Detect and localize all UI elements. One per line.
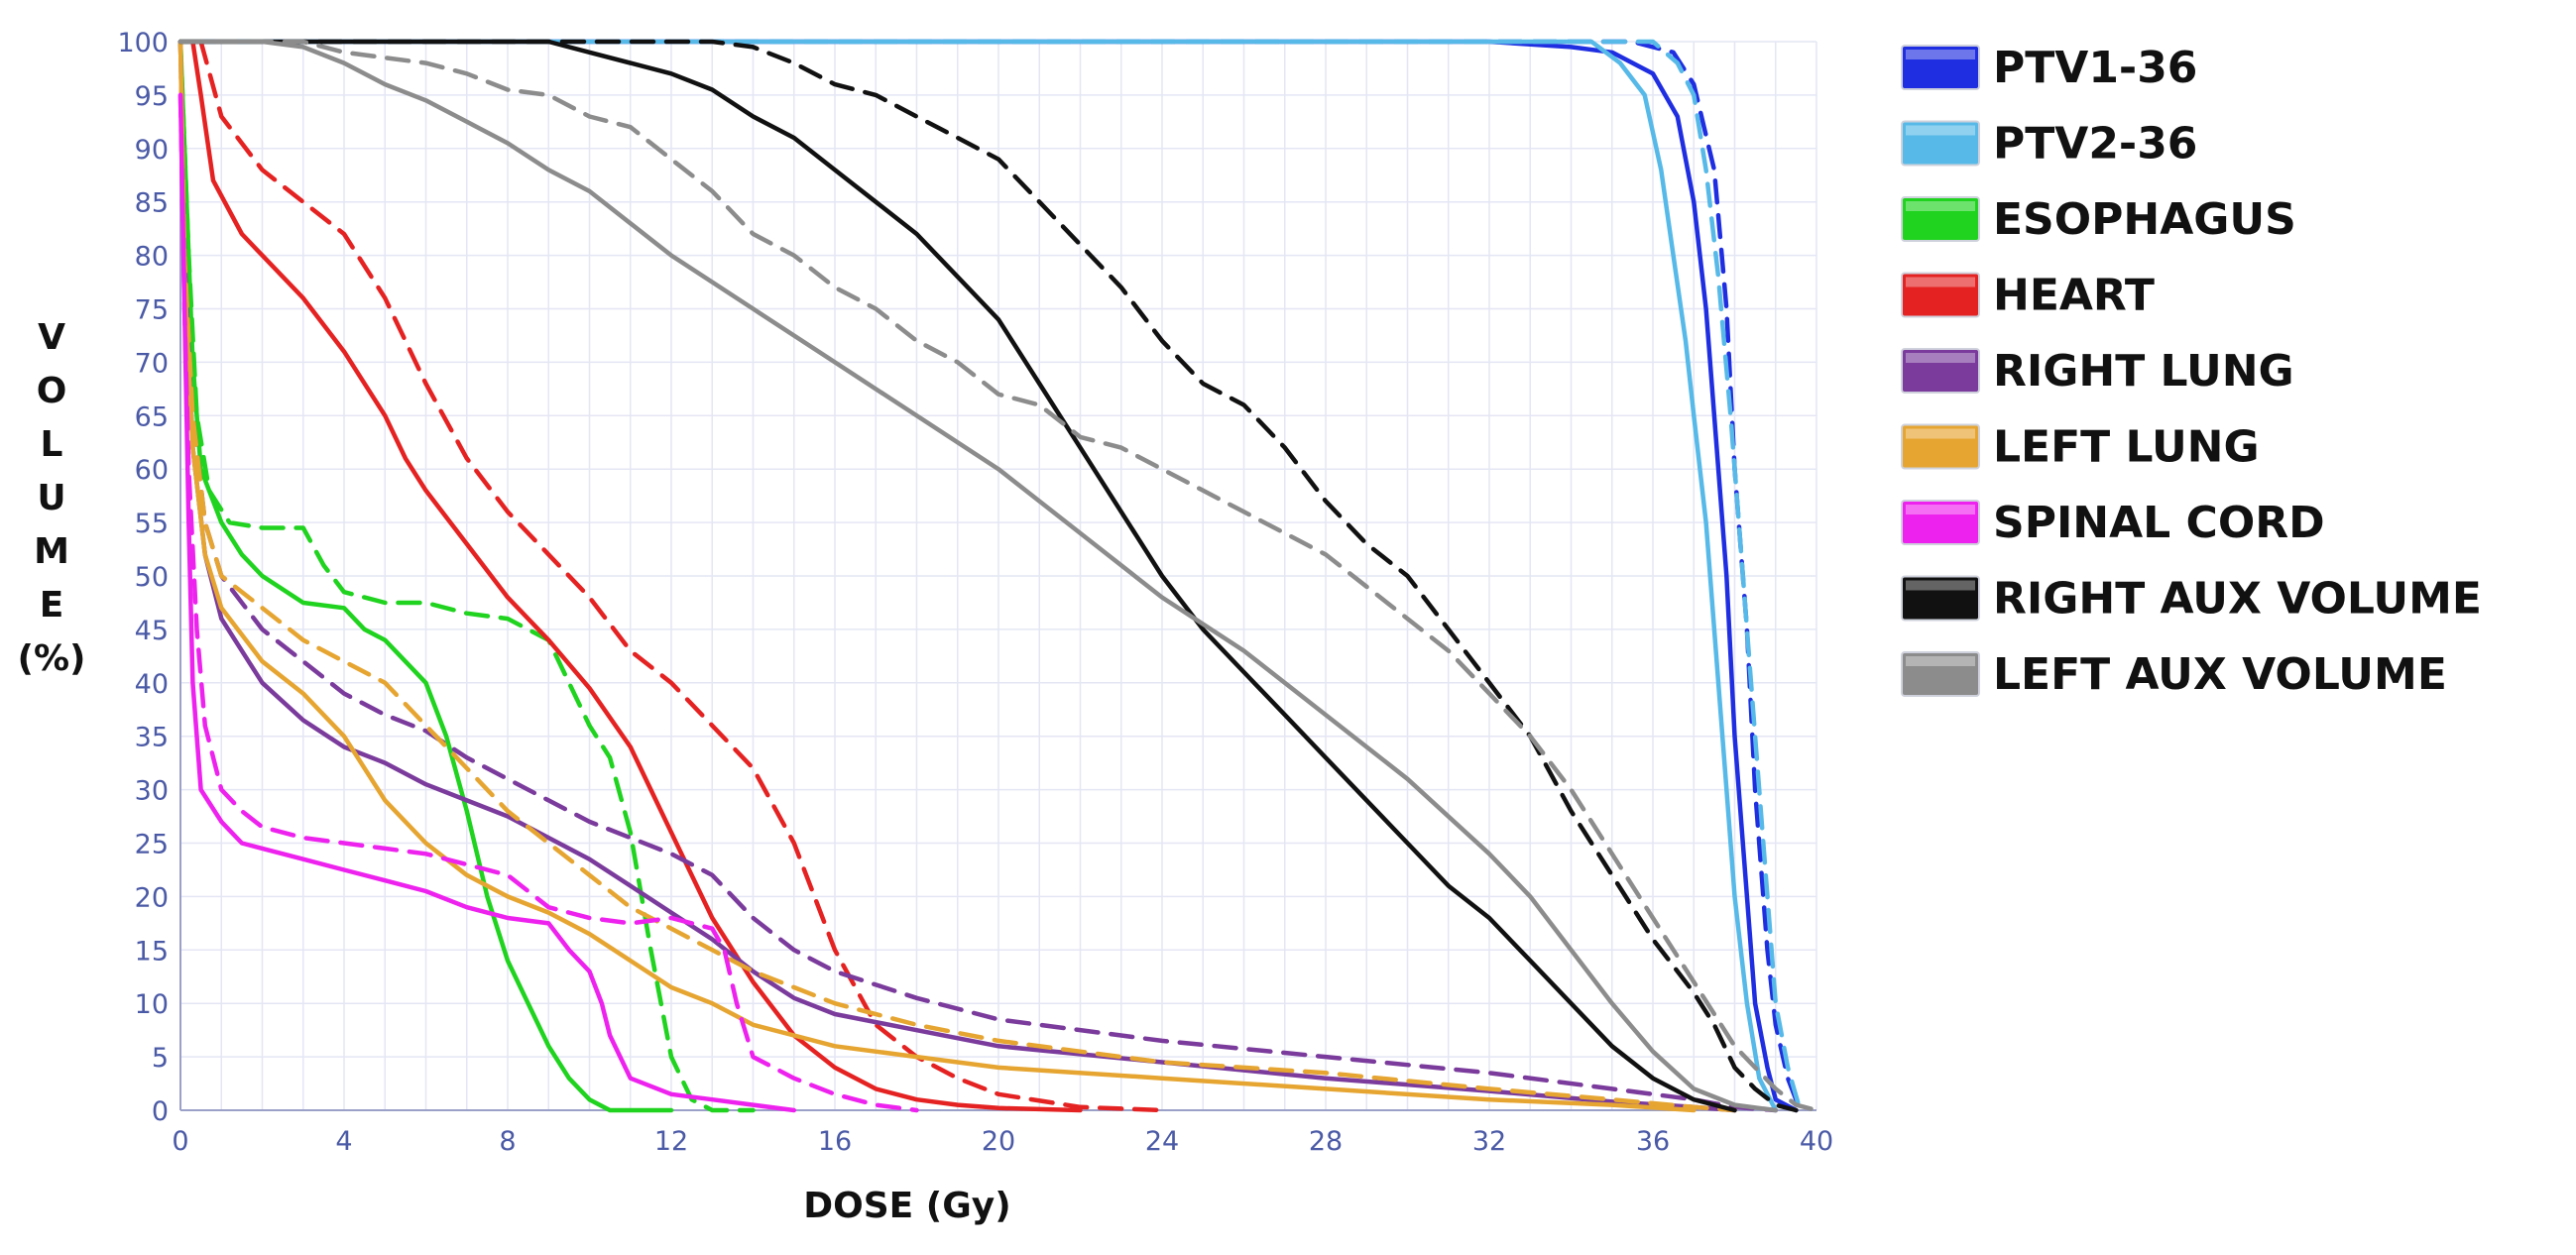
y-tick-label: 5: [152, 1043, 169, 1074]
legend-swatch-highlight: [1906, 277, 1975, 287]
series-line-heart-solid: [190, 39, 1083, 1113]
y-tick-label: 15: [135, 936, 169, 967]
legend-label: PTV1-36: [1993, 43, 2197, 93]
x-tick-label: 16: [818, 1126, 852, 1157]
legend-label: LEFT AUX VOLUME: [1993, 649, 2447, 700]
legend-label: SPINAL CORD: [1993, 498, 2325, 548]
legend-item: RIGHT AUX VOLUME: [1901, 574, 2482, 625]
legend-swatch-highlight: [1906, 580, 1975, 591]
legend-swatch-highlight: [1906, 656, 1975, 666]
y-axis-title-letter: M: [34, 531, 69, 572]
y-axis-title-letter: O: [37, 371, 67, 411]
legend-swatch: [1901, 500, 1980, 545]
y-tick-label: 60: [135, 455, 169, 486]
legend-swatch: [1901, 196, 1980, 242]
series-line-ptv1-36-solid: [177, 39, 1799, 1113]
series-line-right-lung-solid: [177, 39, 1737, 1113]
legend-swatch: [1901, 423, 1980, 470]
y-tick-label: 40: [135, 669, 169, 700]
legend-item: SPINAL CORD: [1901, 498, 2325, 548]
chart-legend: PTV1-36 PTV2-36 ESOPHAGUS HEART RIGHT LUNG LE…: [1901, 43, 2482, 700]
x-axis-title: DOSE (Gy): [803, 1186, 1010, 1226]
series-line-esophagus-dashed: [177, 39, 756, 1113]
series-line-spinal-cord-solid: [177, 92, 797, 1113]
legend-swatch-highlight: [1906, 50, 1975, 59]
y-axis-title: VOLUME (%): [18, 317, 86, 679]
y-tick-label: 80: [135, 242, 169, 273]
legend-swatch: [1901, 651, 1980, 697]
legend-swatch-highlight: [1906, 428, 1975, 439]
x-tick-label: 4: [335, 1126, 352, 1157]
legend-swatch: [1901, 120, 1980, 167]
x-tick-label: 20: [982, 1126, 1015, 1157]
x-tick-label: 28: [1309, 1126, 1343, 1157]
series-line-ptv2-36-solid: [177, 39, 1779, 1113]
x-tick-label: 0: [172, 1126, 188, 1157]
legend-label: RIGHT LUNG: [1993, 346, 2294, 397]
y-tick-label: 95: [135, 81, 169, 112]
legend-item: LEFT LUNG: [1901, 422, 2260, 473]
x-tick-label: 8: [499, 1126, 516, 1157]
y-axis-title-letter: E: [40, 585, 64, 626]
y-tick-label: 85: [135, 188, 169, 219]
chart-series: [177, 39, 1819, 1113]
series-line-left-lung-solid: [177, 39, 1697, 1113]
legend-label: LEFT LUNG: [1993, 422, 2260, 473]
series-line-left-lung-dashed: [177, 39, 1737, 1113]
legend-label: PTV2-36: [1993, 119, 2197, 170]
series-line-left-aux-volume-solid: [177, 39, 1779, 1113]
legend-swatch: [1901, 348, 1980, 394]
y-tick-label: 45: [135, 616, 169, 646]
y-tick-label: 35: [135, 723, 169, 753]
chart-tick-labels: 0 4 8 12 16 20 24 28 32 36 40 0 5 10 15 20 25 30 35 40 45 50 5…: [117, 28, 1833, 1157]
legend-item: RIGHT LUNG: [1901, 346, 2294, 397]
series-line-right-aux-volume-dashed: [177, 39, 1799, 1113]
y-tick-label: 90: [135, 135, 169, 166]
legend-swatch: [1901, 272, 1980, 318]
y-tick-label: 50: [135, 562, 169, 593]
y-axis-title-letter: U: [37, 478, 65, 518]
y-tick-label: 65: [135, 401, 169, 432]
legend-swatch-highlight: [1906, 505, 1975, 514]
legend-item: PTV2-36: [1901, 119, 2197, 170]
y-axis-title-letter: (%): [18, 638, 86, 679]
y-tick-label: 55: [135, 509, 169, 539]
legend-swatch: [1901, 45, 1980, 90]
legend-label: RIGHT AUX VOLUME: [1993, 574, 2482, 625]
series-line-spinal-cord-dashed: [177, 92, 919, 1113]
series-line-left-aux-volume-dashed: [177, 39, 1819, 1113]
y-tick-label: 30: [135, 776, 169, 807]
series-line-ptv2-36-dashed: [177, 39, 1803, 1113]
y-tick-label: 10: [135, 989, 169, 1020]
y-tick-label: 0: [152, 1096, 169, 1127]
series-line-right-aux-volume-solid: [177, 39, 1737, 1113]
legend-item: ESOPHAGUS: [1901, 194, 2296, 245]
y-axis-title-letter: V: [38, 317, 65, 358]
legend-item: LEFT AUX VOLUME: [1901, 649, 2447, 700]
series-line-right-lung-dashed: [177, 39, 1779, 1113]
x-tick-label: 12: [654, 1126, 688, 1157]
legend-item: PTV1-36: [1901, 43, 2197, 93]
y-tick-label: 25: [135, 830, 169, 860]
x-tick-label: 32: [1472, 1126, 1506, 1157]
legend-label: ESOPHAGUS: [1993, 194, 2296, 245]
legend-swatch-highlight: [1906, 353, 1975, 363]
series-line-heart-dashed: [198, 39, 1165, 1113]
x-tick-label: 24: [1145, 1126, 1179, 1157]
legend-item: HEART: [1901, 271, 2155, 321]
y-tick-label: 100: [117, 28, 169, 58]
y-tick-label: 75: [135, 295, 169, 326]
legend-swatch-highlight: [1906, 201, 1975, 211]
y-tick-label: 20: [135, 882, 169, 913]
legend-swatch-highlight: [1906, 125, 1975, 136]
legend-label: HEART: [1993, 271, 2155, 321]
x-tick-label: 36: [1636, 1126, 1670, 1157]
x-tick-label: 40: [1800, 1126, 1833, 1157]
legend-swatch: [1901, 575, 1980, 622]
y-tick-label: 70: [135, 348, 169, 379]
y-axis-title-letter: L: [41, 424, 63, 465]
